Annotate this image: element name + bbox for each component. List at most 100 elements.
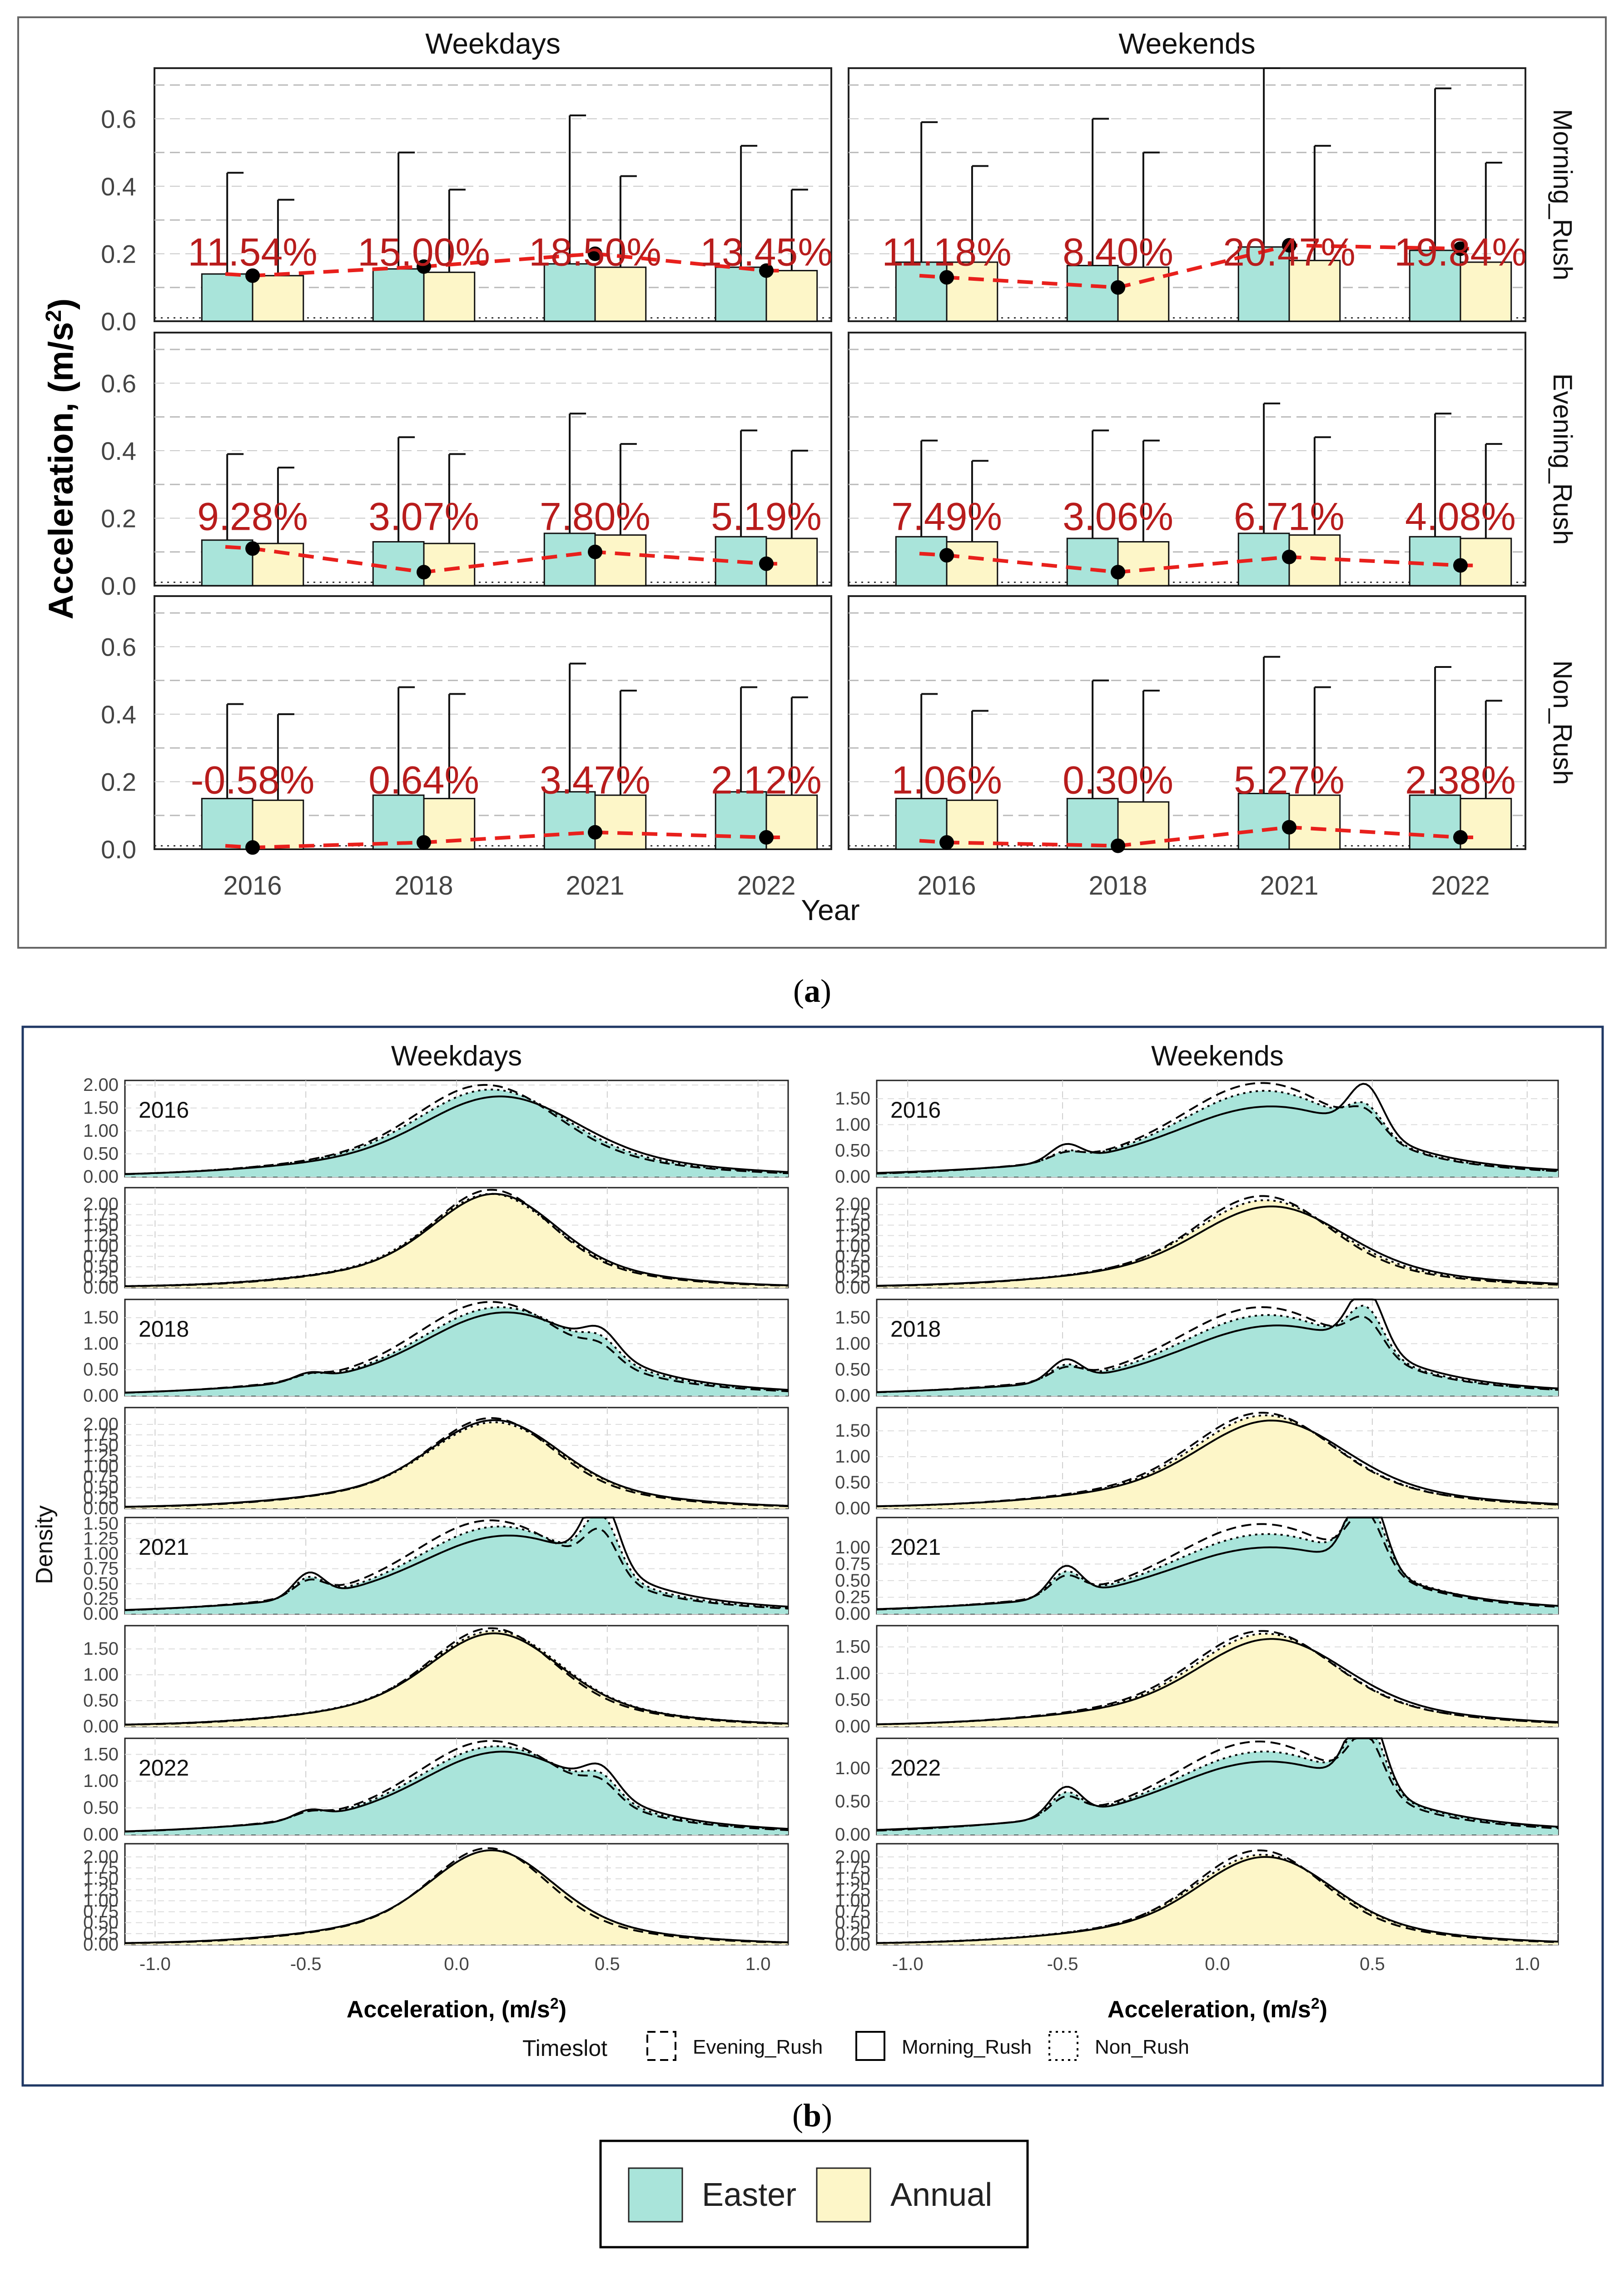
y-tick-label: 2.00	[83, 1414, 119, 1434]
panel-weekends-2021-annual: 0.00 0.50 1.00 1.50	[835, 1625, 1559, 1737]
y-tick-label: 0.50	[835, 1690, 870, 1710]
bar-easter	[372, 541, 425, 587]
y-tick-label: 1.75	[83, 1205, 119, 1225]
x-axis-label-tail: )	[1320, 1996, 1327, 2023]
y-tick-label: 0.50	[835, 1141, 870, 1161]
y-tick-label: 1.50	[83, 1435, 119, 1455]
year-label: 2016	[139, 1097, 189, 1123]
y-tick-label: 0.6	[101, 632, 136, 661]
legend-swatch-non-rush	[1048, 2031, 1078, 2061]
y-tick-label: 0.00	[835, 1604, 870, 1624]
y-axis-label-tail: )	[42, 299, 80, 310]
density-area	[125, 1194, 788, 1288]
bar-easter	[715, 266, 767, 322]
x-tick-label: 2022	[1431, 871, 1490, 901]
y-tick-label: 0.75	[83, 1902, 119, 1922]
caption-b-letter: b	[803, 2097, 821, 2134]
year-label: 2016	[890, 1097, 941, 1123]
percent-label: 13.45%	[700, 230, 833, 274]
y-axis-label-sup: 2	[42, 310, 66, 322]
density-line-non-rush	[876, 1304, 1559, 1393]
y-tick-label: 0.00	[83, 1278, 119, 1298]
percent-label: 3.47%	[540, 758, 651, 802]
y-tick-label: 1.00	[835, 1663, 870, 1683]
percent-label: -0.58%	[191, 758, 315, 802]
percent-label: 19.84%	[1394, 230, 1527, 274]
y-tick-label: 0.50	[83, 1691, 119, 1711]
percent-label: 7.80%	[540, 495, 651, 538]
percent-label: 2.12%	[711, 758, 822, 802]
bar-easter	[543, 532, 596, 587]
bar-annual	[1460, 537, 1512, 587]
percent-label: 11.54%	[188, 230, 317, 274]
density-line-evening-rush	[125, 1189, 789, 1287]
legend-label-non-rush: Non_Rush	[1095, 2036, 1189, 2058]
difference-point	[1453, 241, 1468, 256]
y-tick-label: 1.50	[835, 1869, 870, 1889]
bar-easter	[895, 536, 948, 587]
bar-annual	[594, 266, 647, 322]
y-tick-label: 0.00	[83, 1935, 119, 1955]
y-tick-label: 0.00	[835, 1278, 870, 1298]
bar-annual	[252, 799, 304, 850]
bar-annual	[594, 534, 647, 587]
panel-weekdays-2018-easter: 0.00 0.50 1.00 1.50 2018	[83, 1299, 789, 1406]
y-tick-label: 1.75	[83, 1425, 119, 1445]
bar-annual	[1288, 534, 1341, 587]
x-tick-label: 0.5	[595, 1954, 620, 1974]
legend-label-annual: Annual	[890, 2177, 992, 2213]
y-tick-label: 0.00	[835, 1717, 870, 1737]
legend-swatch-evening-rush	[646, 2031, 676, 2061]
panel-weekdays-evening-rush: 0.0 0.2 0.4 0.6 9.28% 3.07% 7.80% 5.19%	[101, 332, 832, 600]
panel-weekends-non-rush: 2016 2018 2021 2022 1.06% 0.30% 5.27% 2.38%	[848, 595, 1526, 901]
y-tick-label: 1.50	[835, 1637, 870, 1657]
panel-weekdays-2021-easter: 0.000.250.500.751.001.251.50 2021	[83, 1513, 789, 1624]
x-axis-label: Acceleration, (m/s2)	[347, 1995, 566, 2023]
density-area	[125, 1090, 788, 1177]
percent-label: 11.18%	[882, 230, 1011, 274]
year-label: 2021	[139, 1534, 189, 1560]
panel-weekends-morning-rush: 11.18% 8.40% 20.47% 19.84%	[848, 67, 1527, 322]
y-tick-label: 1.00	[835, 1115, 870, 1134]
caption-b: (b)	[792, 2097, 832, 2134]
percent-label: 0.30%	[1063, 758, 1173, 802]
bar-easter	[543, 263, 596, 322]
y-tick-label: 2.00	[835, 1194, 870, 1214]
difference-point	[245, 840, 260, 855]
year-label: 2022	[890, 1755, 941, 1781]
density-line-evening-rush	[876, 1517, 1559, 1611]
density-line-non-rush	[876, 1854, 1559, 1944]
difference-point	[587, 825, 602, 840]
y-axis-label: Acceleration, (m/s2)	[42, 299, 81, 620]
y-tick-label: 0.00	[83, 1604, 119, 1624]
percent-label: 2.38%	[1405, 758, 1516, 802]
bar-easter	[372, 268, 425, 322]
difference-point	[587, 544, 602, 559]
y-tick-label: 1.50	[83, 1744, 119, 1764]
difference-point	[939, 270, 954, 285]
x-tick-label: 0.0	[1205, 1954, 1230, 1974]
y-tick-label: 0.00	[83, 1167, 119, 1187]
density-line-evening-rush	[124, 1519, 789, 1611]
x-tick-label: 2016	[223, 871, 282, 901]
bar-annual	[946, 261, 998, 322]
x-axis-label-sup: 2	[550, 1995, 559, 2012]
difference-point	[939, 835, 954, 850]
y-tick-label: 1.00	[83, 1457, 119, 1477]
difference-point	[417, 565, 432, 580]
density-line-non-rush	[124, 1517, 789, 1611]
legend-swatch-annual	[816, 2167, 871, 2223]
y-tick-label: 0.25	[83, 1267, 119, 1287]
legend-label-morning-rush: Morning_Rush	[902, 2036, 1032, 2058]
y-tick-label: 1.25	[83, 1880, 119, 1900]
caption-a-letter: a	[804, 973, 820, 1009]
y-tick-label: 0.25	[83, 1589, 119, 1609]
y-tick-label: 1.00	[83, 1544, 119, 1564]
density-area	[877, 1090, 1558, 1177]
density-line-non-rush	[876, 1414, 1559, 1508]
difference-point	[939, 548, 954, 563]
timeslot-legend: Timeslot Evening_Rush Morning_Rush Non_Rush	[522, 2031, 1189, 2061]
x-tick-label: -0.5	[1047, 1954, 1078, 1974]
y-tick-label: 1.50	[83, 1308, 119, 1328]
fill-legend: Easter Annual	[599, 2140, 1029, 2249]
